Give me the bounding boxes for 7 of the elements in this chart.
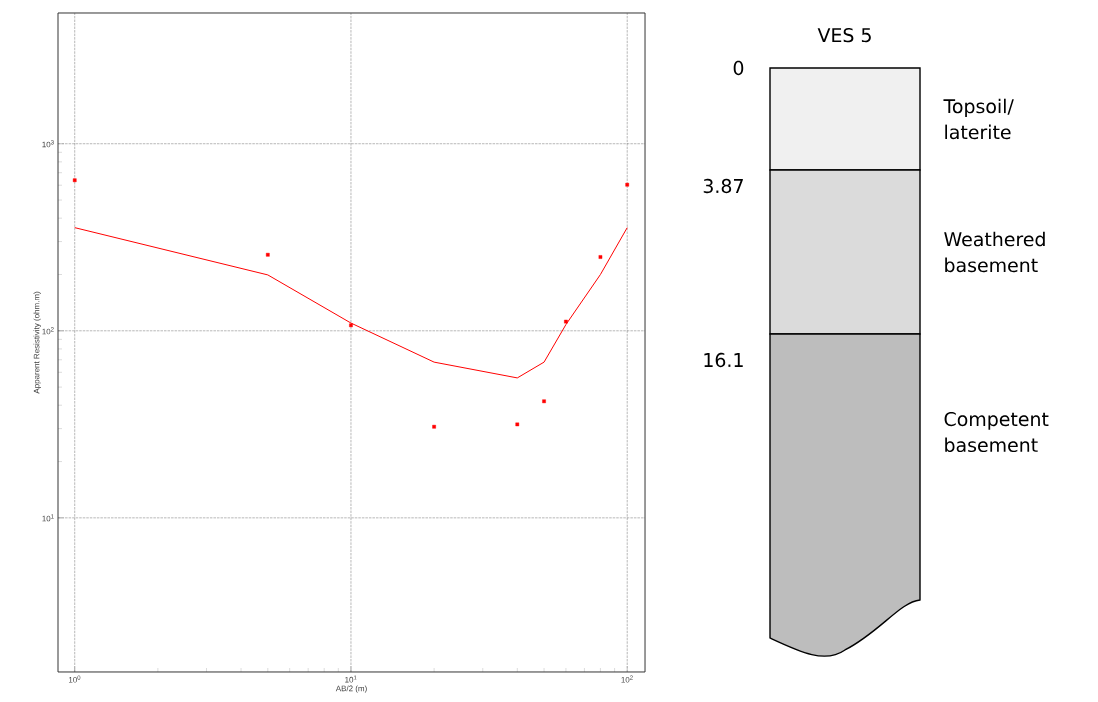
text: 0 — [733, 60, 744, 76]
category-label: Competent basement — [944, 411, 1049, 453]
text: 3.87 — [703, 178, 743, 194]
text: VES 5 — [817, 27, 871, 43]
category-label: Weathered basement — [944, 231, 1045, 273]
category-label: Topsoil/ laterite — [943, 98, 1014, 140]
text: 16.1 — [704, 352, 743, 368]
